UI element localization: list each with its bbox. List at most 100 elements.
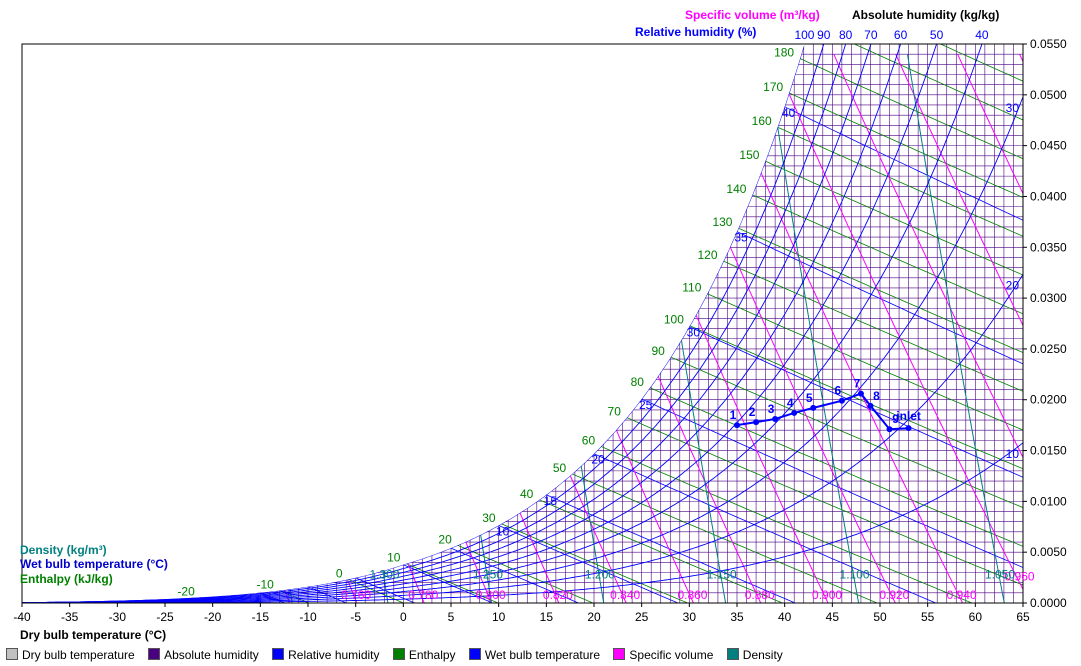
specific-volume-line [22, 84, 156, 603]
x-tick-label: 55 [921, 610, 935, 624]
x-tick-label: 25 [635, 610, 649, 624]
process-point-label: 8 [873, 389, 880, 403]
x-tick-label: -30 [109, 610, 127, 624]
x-tick-label: 40 [778, 610, 792, 624]
specific-volume-label: 0.880 [745, 588, 775, 602]
x-tick-label: 50 [873, 610, 887, 624]
enthalpy-label: -10 [257, 578, 275, 592]
density-line [309, 54, 389, 603]
x-tick-label: -10 [299, 610, 317, 624]
x-tick-label: 0 [400, 610, 407, 624]
process-point-label: 3 [768, 402, 775, 416]
specific-volume-header: Specific volume (m³/kg) [685, 8, 820, 22]
rh-top-label: 40 [975, 28, 989, 42]
legend-swatch [726, 648, 739, 660]
rh-top-label: 100 [794, 28, 814, 42]
rh-top-label: 60 [894, 28, 908, 42]
specific-volume-label: 0.960 [1005, 570, 1035, 584]
wet-bulb-line [546, 494, 814, 603]
process-point [867, 402, 874, 409]
legend: Dry bulb temperature Absolute humidity R… [6, 648, 793, 662]
density-line [216, 54, 293, 603]
process-point-label: 9 [892, 412, 899, 426]
relative-humidity-curve [22, 44, 876, 603]
enthalpy-label: 80 [631, 375, 645, 389]
enthalpy-line [708, 44, 1023, 160]
legend-swatch [392, 648, 405, 660]
density-label: 1.050 [985, 568, 1015, 582]
legend-label: Dry bulb temperature [22, 648, 135, 662]
enthalpy-line [22, 99, 1023, 547]
y-tick-label: 0.0450 [1030, 139, 1067, 153]
legend-swatch [272, 648, 285, 660]
density-line [765, 54, 860, 603]
wet-bulb-label: 10 [496, 524, 510, 538]
x-tick-label: 45 [826, 610, 840, 624]
wet-bulb-line [641, 398, 1023, 568]
enthalpy-line [365, 44, 1023, 315]
density-label: Density (kg/m³) [20, 543, 107, 557]
plot-frame [21, 43, 1024, 604]
enthalpy-line [879, 44, 1023, 82]
enthalpy-label: 100 [664, 313, 684, 327]
relative-humidity-curve [22, 44, 809, 603]
specific-volume-line [28, 54, 223, 603]
legend-label: Density [742, 648, 783, 662]
legend-label: Wet bulb temperature [484, 648, 601, 662]
enthalpy-label: 10 [387, 551, 401, 565]
rh-side-label: 30 [1006, 101, 1020, 115]
specific-volume-label: 0.840 [610, 588, 640, 602]
specific-volume-line [895, 53, 1023, 421]
x-tick-label: 60 [969, 610, 983, 624]
specific-volume-line [90, 54, 291, 603]
specific-volume-label: 0.920 [879, 588, 909, 602]
y-tick-label: 0.0400 [1030, 189, 1067, 203]
wet-bulb-label: 25 [639, 398, 653, 412]
specific-volume-label: 0.860 [677, 588, 707, 602]
wet-bulb-label: 30 [687, 326, 701, 340]
process-point-label: 6 [835, 384, 842, 398]
process-point-label: 7 [854, 377, 861, 391]
process-point-label: inlet [896, 409, 921, 423]
x-tick-label: 35 [730, 610, 744, 624]
specific-volume-line [152, 54, 358, 603]
y-tick-label: 0.0550 [1030, 37, 1067, 51]
enthalpy-label: 90 [652, 344, 666, 358]
process-point [791, 409, 798, 416]
enthalpy-label: 120 [697, 248, 717, 262]
wet-bulb-line [689, 326, 1023, 478]
process-point [857, 390, 864, 397]
specific-volume-label: 0.820 [543, 588, 573, 602]
rh-top-label: 70 [864, 28, 878, 42]
process-line [736, 392, 909, 431]
enthalpy-label: 130 [712, 215, 732, 229]
x-tick-label: -15 [252, 610, 270, 624]
wet-bulb-line [736, 231, 1023, 365]
specific-volume-line [461, 54, 694, 603]
enthalpy-label: 180 [774, 46, 794, 60]
specific-volume-line [337, 54, 560, 603]
wet-bulb-label: 40 [782, 106, 796, 120]
wet-bulb-label: 35 [734, 231, 748, 245]
process-point-label: 2 [749, 405, 756, 419]
wet-bulb-line [450, 547, 595, 603]
specific-volume-label: 0.900 [812, 588, 842, 602]
enthalpy-label: 70 [608, 405, 622, 419]
legend-item-density: Density [726, 648, 783, 662]
rh-side-label: 20 [1006, 278, 1020, 292]
density-line [409, 54, 492, 603]
x-tick-label: -5 [350, 610, 361, 624]
rh-side-label: 10 [1006, 447, 1020, 461]
specific-volume-label: 0.940 [947, 588, 977, 602]
process-point-label: 5 [806, 391, 813, 405]
relative-humidity-curve [22, 274, 1023, 603]
legend-swatch [6, 648, 18, 660]
enthalpy-line [794, 44, 1023, 121]
density-line [518, 54, 605, 603]
process-point-label: 4 [787, 396, 794, 410]
x-tick-label: 5 [448, 610, 455, 624]
enthalpy-line [22, 434, 442, 603]
x-axis-label: Dry bulb temperature (°C) [20, 628, 167, 642]
specific-volume-line [214, 54, 425, 603]
